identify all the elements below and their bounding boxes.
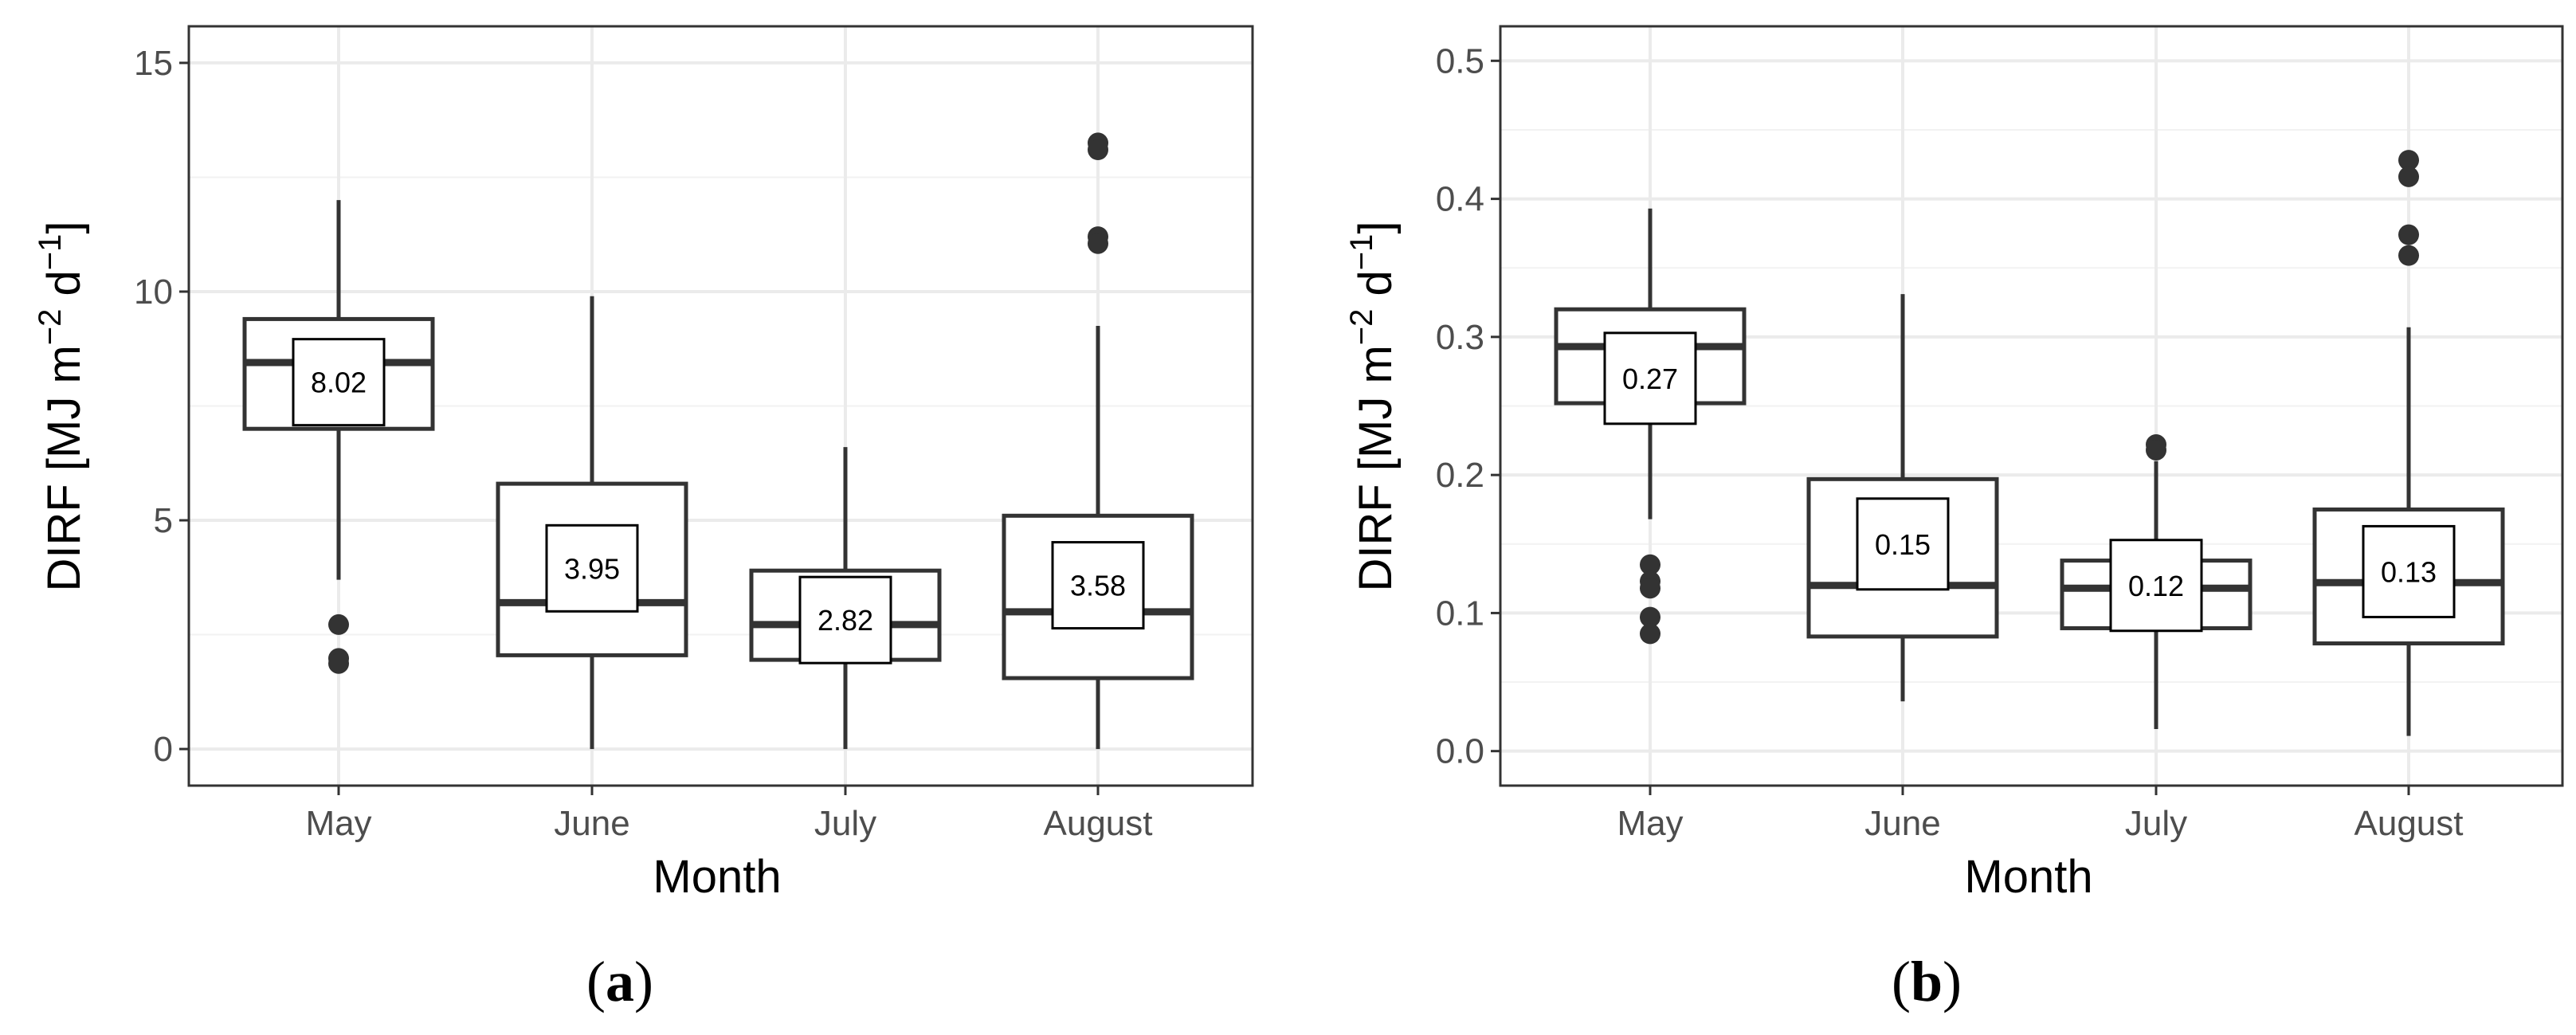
panel-b-y-ticks: 0.0 0.1 0.2 0.3 0.4 0.5 <box>1436 41 1500 771</box>
x-tick-label: June <box>1864 804 1940 843</box>
x-tick-label: May <box>305 804 371 843</box>
outlier-point <box>2398 245 2419 266</box>
outlier-point <box>1640 606 1660 628</box>
y-tick-label: 0.5 <box>1436 41 1484 80</box>
boxplot-june: 0.15 <box>1806 294 1999 702</box>
mean-label-box <box>798 575 892 665</box>
y-tick-label: 0.3 <box>1436 318 1484 357</box>
y-tick-label: 0.1 <box>1436 594 1484 633</box>
mean-label-box <box>292 338 386 427</box>
x-tick-label: June <box>554 804 629 843</box>
panel-a-border <box>187 25 1254 787</box>
panel-b-y-axis-title-sup2: −1 <box>1344 234 1379 271</box>
outlier-point <box>328 614 349 635</box>
mean-label: 0.27 <box>1622 363 1678 395</box>
panel-a-marks: 8.02 3.95 2.82 3.58 <box>242 132 1194 750</box>
panel-b-marks: 0.27 0.15 0.12 0.13 <box>1554 150 2505 736</box>
panel-a-caption-label: (a) <box>586 950 653 1013</box>
outlier-point <box>1640 554 1660 575</box>
mean-label-box <box>1603 331 1697 425</box>
mean-label-box <box>2362 524 2456 618</box>
mean-label: 8.02 <box>311 367 367 399</box>
mean-label: 3.95 <box>564 552 620 585</box>
panel-b-caption-letter: b <box>1911 950 1943 1013</box>
panel-b-y-axis-title-main: DIRF [MJ m <box>1350 345 1402 591</box>
panel-a-x-ticks: May June July August <box>305 786 1152 843</box>
x-tick-label: July <box>814 804 876 843</box>
outlier-point <box>1640 623 1660 645</box>
y-tick-label: 0.2 <box>1436 456 1484 495</box>
mean-label: 0.12 <box>2128 570 2184 602</box>
outlier-point <box>1640 578 1660 599</box>
panel-b-x-axis-title: Month <box>1964 851 2092 903</box>
panel-b-caption-label: (b) <box>1892 950 1962 1013</box>
x-tick-label: August <box>1044 804 1153 843</box>
y-tick-label: 15 <box>134 44 173 83</box>
y-tick-label: 0.0 <box>1436 732 1484 771</box>
y-tick-label: 10 <box>134 272 173 312</box>
panel-a-y-ticks: 0 5 10 15 <box>134 44 189 769</box>
mean-label-box <box>2109 539 2203 633</box>
panel-b-x-ticks: May June July August <box>1617 786 2463 843</box>
panel-b-y-axis-title: DIRF [MJ m−2 d−1] <box>1344 221 1402 591</box>
boxplot-may: 8.02 <box>242 200 435 674</box>
outlier-point <box>2398 150 2419 171</box>
boxplot-august: 0.13 <box>2312 150 2505 736</box>
panel-a-y-axis-title-sup1: −2 <box>33 309 68 346</box>
panel-b: 0.27 0.15 0.12 0.13 0.0 0.1 0.2 0.3 0.4 0.5 May J… <box>1344 25 2564 1013</box>
panel-a-y-axis-title: DIRF [MJ m−2 d−1] <box>33 221 90 591</box>
outlier-point <box>2398 166 2419 187</box>
outlier-point <box>328 653 349 674</box>
panel-b-border <box>1499 25 2564 787</box>
mean-label: 0.13 <box>2381 555 2437 588</box>
mean-label: 0.15 <box>1875 528 1931 561</box>
x-tick-label: July <box>2125 804 2187 843</box>
panel-b-y-axis-title-end: ] <box>1350 221 1402 233</box>
outlier-point <box>1088 139 1108 161</box>
panel-a-caption-letter: a <box>606 950 634 1013</box>
panel-a: 8.02 3.95 2.82 3.58 0 5 10 15 May June July Augus… <box>33 25 1254 1013</box>
boxplot-may: 0.27 <box>1554 208 1747 645</box>
mean-label-box <box>545 523 639 613</box>
outlier-point <box>2398 224 2419 245</box>
mean-label: 2.82 <box>817 604 873 637</box>
outlier-point <box>1088 233 1108 254</box>
boxplot-august: 3.58 <box>1002 132 1194 750</box>
boxplot-july: 2.82 <box>749 447 942 750</box>
x-tick-label: May <box>1617 804 1683 843</box>
mean-label-box <box>1051 541 1145 630</box>
panel-a-y-axis-title-end: ] <box>38 221 90 233</box>
y-tick-label: 0.4 <box>1436 180 1484 219</box>
mean-label: 3.58 <box>1070 570 1126 602</box>
panel-a-y-axis-title-main: DIRF [MJ m <box>38 345 90 591</box>
panel-a-x-axis-title: Month <box>653 851 781 903</box>
outlier-point <box>2146 439 2166 461</box>
y-tick-label: 0 <box>154 730 173 769</box>
x-tick-label: August <box>2354 804 2464 843</box>
panel-a-y-axis-title-mid: d <box>38 270 90 308</box>
y-tick-label: 5 <box>154 501 173 540</box>
boxplot-june: 3.95 <box>496 296 688 750</box>
mean-label-box <box>1856 497 1950 591</box>
panel-b-y-axis-title-sup1: −2 <box>1344 309 1379 346</box>
panel-b-y-axis-title-mid: d <box>1350 270 1402 308</box>
boxplot-july: 0.12 <box>2060 434 2253 729</box>
panel-a-y-axis-title-sup2: −1 <box>33 234 68 271</box>
